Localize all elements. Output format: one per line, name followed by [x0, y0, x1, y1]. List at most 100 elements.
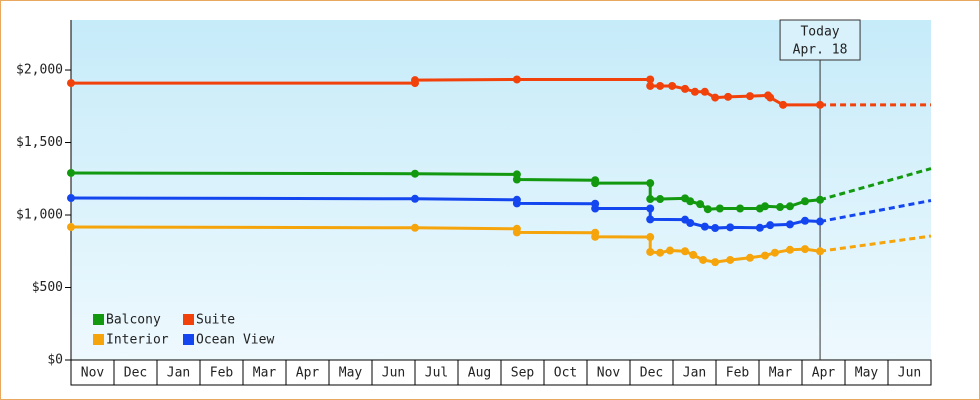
point [67, 194, 75, 203]
point [411, 194, 419, 203]
x-tick-label: Apr [812, 366, 836, 381]
y-tick-label: $500 [32, 280, 63, 295]
point [703, 205, 712, 214]
x-tick-label: May [855, 366, 879, 381]
point [665, 246, 674, 255]
point [512, 175, 521, 184]
point [700, 87, 709, 96]
point [591, 232, 600, 241]
x-tick-label: Oct [554, 366, 577, 381]
legend-swatch [93, 314, 104, 325]
point [726, 223, 735, 232]
point [656, 248, 665, 257]
y-tick-label: $1,500 [16, 135, 63, 150]
legend-swatch [93, 334, 104, 345]
legend-swatch [183, 314, 194, 325]
point [690, 87, 699, 96]
x-tick-label: Jan [683, 366, 706, 381]
y-tick-label: $2,000 [16, 63, 63, 78]
point [766, 221, 775, 230]
point [770, 248, 779, 257]
x-tick-label: Dec [640, 366, 663, 381]
point [591, 179, 600, 188]
x-tick-label: Sep [511, 366, 535, 381]
point [646, 75, 655, 84]
x-tick-label: Mar [769, 366, 793, 381]
point [776, 203, 785, 212]
point [646, 204, 655, 213]
point [785, 220, 794, 229]
today-label: Today [800, 25, 839, 40]
today-box [779, 19, 861, 61]
y-tick-label: $1,000 [16, 208, 63, 223]
point [700, 222, 709, 231]
legend-label: Ocean View [196, 333, 274, 348]
point [726, 255, 735, 264]
point [646, 81, 655, 90]
point [761, 251, 770, 260]
point [699, 255, 708, 264]
point [689, 250, 698, 259]
point [512, 199, 521, 208]
point [801, 245, 810, 254]
point [668, 81, 677, 90]
point [736, 204, 745, 213]
point [656, 195, 665, 204]
point [755, 223, 764, 232]
x-tick-label: Jul [425, 366, 448, 381]
point [656, 81, 665, 90]
x-tick-label: Aug [468, 366, 491, 381]
point [67, 79, 75, 88]
today-label: Apr. 18 [793, 43, 848, 58]
x-tick-label: Feb [726, 366, 750, 381]
legend-label: Suite [196, 313, 235, 328]
point [785, 245, 794, 254]
legend-swatch [183, 334, 194, 345]
x-tick-label: Apr [296, 366, 320, 381]
point [745, 92, 754, 101]
point [761, 202, 770, 211]
point [801, 197, 810, 206]
point [411, 223, 419, 232]
point [696, 200, 705, 209]
point [779, 100, 788, 109]
point [646, 195, 655, 204]
y-tick-label: $0 [47, 353, 63, 368]
point [745, 253, 754, 262]
point [816, 247, 825, 256]
legend-label: Interior [106, 333, 169, 348]
x-tick-label: Dec [124, 366, 147, 381]
x-tick-label: Nov [597, 366, 621, 381]
forecast-line [819, 199, 932, 224]
point [711, 224, 720, 233]
legend-label: Balcony [106, 313, 161, 328]
point [724, 92, 733, 101]
point [711, 258, 720, 267]
x-tick-label: Jun [898, 366, 921, 381]
point [646, 233, 655, 242]
x-tick-label: May [339, 366, 363, 381]
plot-area [71, 20, 931, 360]
point [646, 215, 655, 224]
point [646, 247, 655, 256]
point [512, 75, 521, 84]
point [816, 100, 825, 109]
point [686, 197, 695, 206]
point [512, 228, 521, 237]
point [411, 76, 419, 85]
point [711, 93, 720, 102]
point [715, 204, 724, 213]
point [646, 179, 655, 188]
point [681, 247, 690, 256]
x-tick-label: Nov [81, 366, 105, 381]
point [686, 218, 695, 227]
point [591, 204, 600, 213]
point [67, 168, 75, 177]
point [681, 84, 690, 93]
point [411, 169, 419, 178]
x-tick-label: Mar [253, 366, 277, 381]
point [67, 223, 75, 232]
point [816, 217, 825, 226]
